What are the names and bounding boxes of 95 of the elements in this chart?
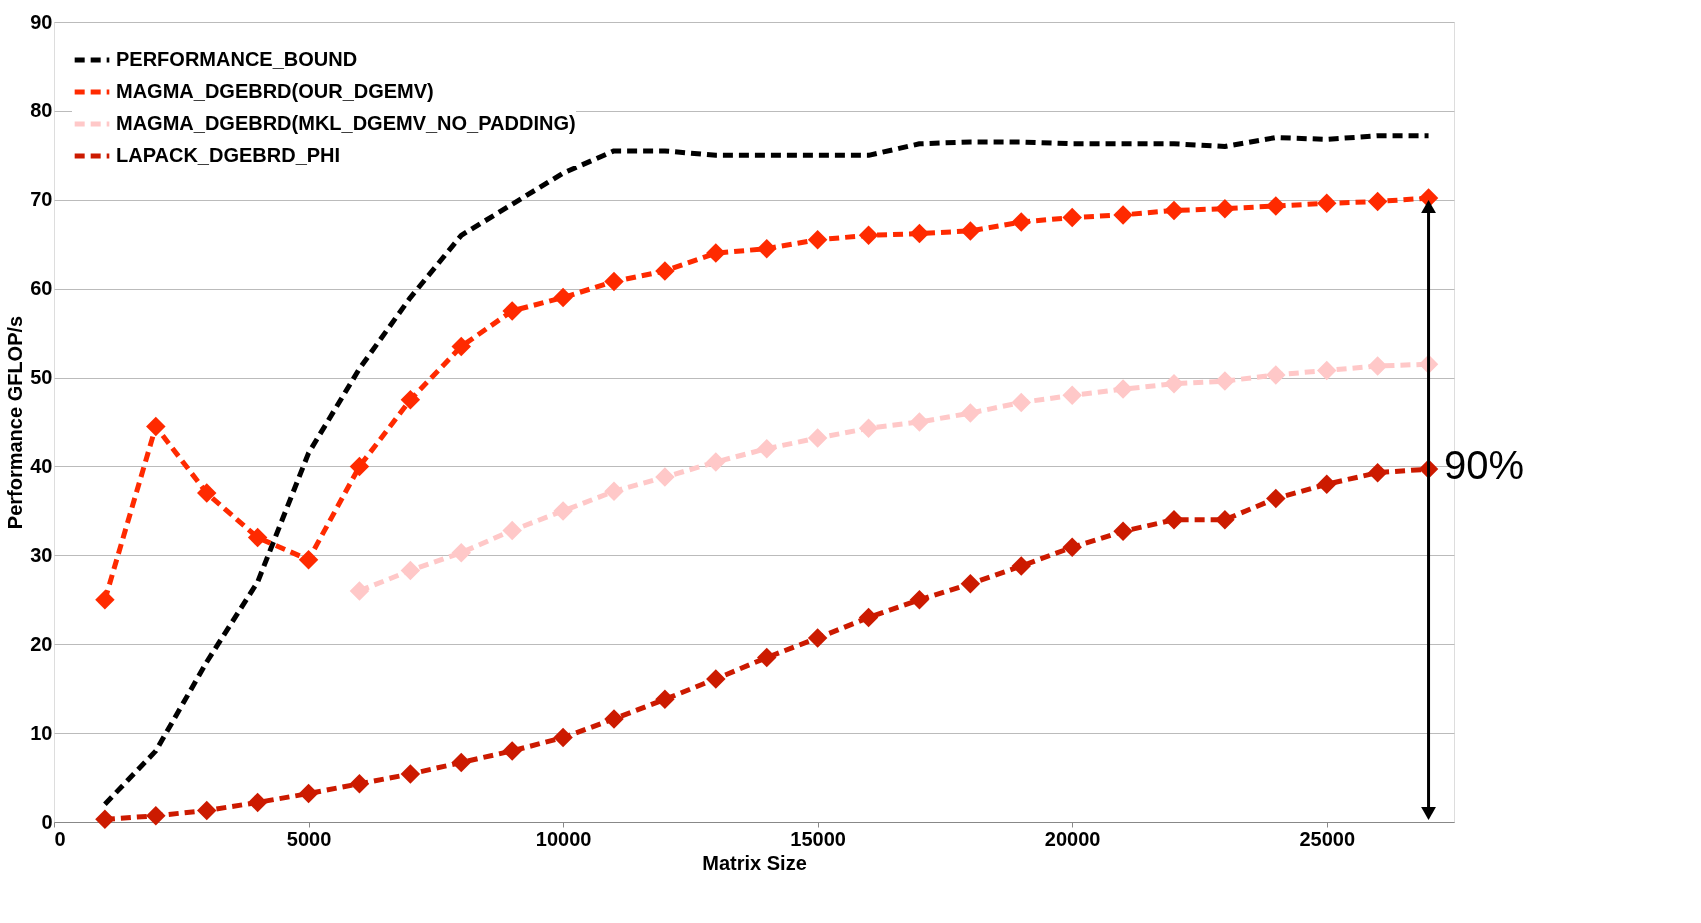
point (909, 223, 930, 244)
point (349, 581, 370, 601)
point (502, 301, 522, 321)
point (706, 669, 726, 689)
point (247, 527, 268, 548)
point (1367, 356, 1388, 376)
y-tick-label: 50 (30, 366, 53, 389)
point (502, 520, 522, 541)
point (756, 647, 777, 668)
x-tick-label: 10000 (535, 827, 592, 850)
point (1215, 371, 1235, 391)
point (146, 416, 166, 437)
point (298, 550, 319, 570)
point (451, 336, 472, 357)
point (1113, 379, 1133, 399)
y-tick-label: 30 (30, 543, 53, 566)
point (756, 238, 777, 259)
point (400, 764, 421, 784)
y-tick-label: 0 (41, 810, 53, 833)
point (604, 709, 624, 729)
point (909, 412, 930, 432)
point (146, 806, 166, 826)
point (1062, 537, 1082, 558)
point (451, 542, 472, 563)
point (807, 628, 828, 648)
point (553, 501, 573, 521)
point (298, 783, 319, 804)
point (196, 800, 217, 821)
point (349, 774, 370, 794)
point (95, 809, 115, 830)
x-tick-label: 15000 (790, 827, 846, 850)
point (655, 467, 675, 487)
y-tick-label: 20 (30, 632, 53, 655)
point (960, 403, 981, 423)
y-axis-title: Performance GFLOP/s (4, 315, 27, 530)
point (1266, 365, 1286, 385)
point (1164, 200, 1184, 221)
point (858, 607, 879, 628)
point (1215, 510, 1235, 530)
point (1266, 488, 1286, 509)
point (858, 225, 879, 246)
y-tick-label: 10 (30, 721, 53, 744)
point (1316, 193, 1337, 214)
point (553, 727, 573, 748)
point (196, 483, 217, 503)
point (1011, 212, 1032, 232)
point (1062, 385, 1082, 406)
point (807, 230, 828, 250)
point (909, 590, 930, 610)
point (604, 481, 624, 502)
point (1367, 191, 1388, 212)
y-tick-label: 80 (30, 99, 53, 122)
point (1164, 510, 1184, 530)
point (756, 438, 777, 459)
y-tick-label: 70 (30, 188, 53, 211)
x-tick-label: 5000 (286, 827, 332, 850)
legend-label: MAGMA_DGEBRD(OUR_DGEMV) (116, 80, 434, 102)
point (655, 261, 675, 281)
point (553, 287, 573, 308)
point (1113, 205, 1133, 225)
point (451, 752, 472, 773)
point (1316, 360, 1337, 381)
point (400, 560, 421, 581)
legend-label: MAGMA_DGEBRD(MKL_DGEMV_NO_PADDING) (116, 112, 576, 134)
point (1011, 556, 1032, 576)
legend-label: PERFORMANCE_BOUND (116, 48, 358, 70)
point (807, 428, 828, 448)
y-tick-label: 40 (30, 454, 53, 477)
point (655, 689, 675, 710)
point (960, 574, 981, 594)
point (400, 390, 421, 410)
point (706, 243, 726, 263)
point (1164, 374, 1184, 394)
point (1266, 196, 1286, 216)
point (1215, 198, 1235, 219)
x-axis-title: Matrix Size (702, 851, 807, 874)
point (1011, 392, 1032, 413)
point (349, 456, 370, 477)
point (1316, 474, 1337, 494)
point (960, 221, 981, 241)
point (604, 271, 624, 292)
point (95, 590, 115, 610)
point (502, 741, 522, 761)
point (858, 418, 879, 438)
point (1062, 207, 1082, 228)
legend-label: LAPACK_DGEBRD_PHI (116, 144, 341, 166)
x-tick-label: 25000 (1299, 827, 1356, 850)
annotation: 90% (1444, 443, 1525, 487)
point (706, 452, 726, 472)
point (1113, 521, 1133, 542)
point (247, 792, 268, 813)
point (1367, 462, 1388, 483)
y-tick-label: 90 (30, 10, 53, 33)
x-tick-label: 20000 (1044, 827, 1101, 850)
y-tick-label: 60 (30, 277, 53, 300)
